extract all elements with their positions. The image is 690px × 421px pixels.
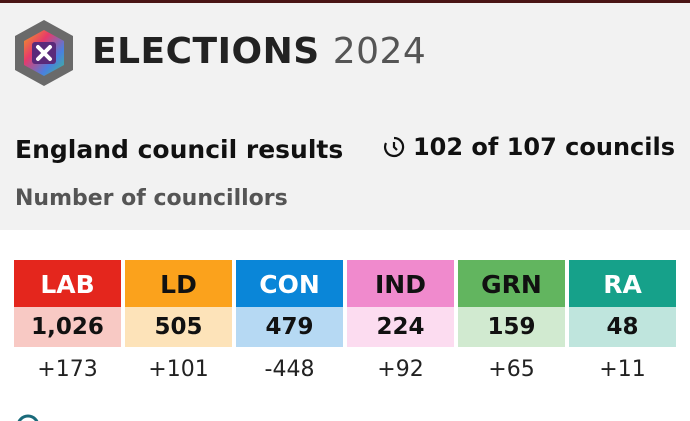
seat-count: 224 [347,307,454,347]
seat-count: 48 [569,307,676,347]
progress: 102 of 107 councils [383,133,675,161]
seat-change: +173 [37,357,98,382]
party-column: CON 479 -448 [236,260,343,391]
logo [15,20,73,86]
seat-count: 479 [236,307,343,347]
brand: ELECTIONS 2024 [92,31,426,72]
party-name: CON [236,260,343,307]
seat-count: 505 [125,307,232,347]
party-column: RA 48 +11 [569,260,676,391]
seat-change: +65 [488,357,535,382]
party-name: GRN [458,260,565,307]
seat-change: +92 [377,357,424,382]
subtitle: Number of councillors [15,186,288,211]
party-name: LD [125,260,232,307]
party-column: IND 224 +92 [347,260,454,391]
seat-change: +101 [148,357,209,382]
party-name: IND [347,260,454,307]
partial-icon [17,414,39,421]
seat-change: +11 [599,357,646,382]
party-name: RA [569,260,676,307]
seat-count: 159 [458,307,565,347]
party-column: LD 505 +101 [125,260,232,391]
party-name: LAB [14,260,121,307]
brand-name: ELECTIONS [92,31,320,72]
progress-text: 102 of 107 councils [412,133,675,161]
seat-change: -448 [264,357,315,382]
top-bar [0,0,690,3]
header: ELECTIONS 2024 England council results 1… [0,3,690,230]
clock-icon [383,136,405,158]
party-results: LAB 1,026 +173 LD 505 +101 CON 479 -448 IND 224 +92… [14,260,676,391]
party-column: LAB 1,026 +173 [14,260,121,391]
party-column: GRN 159 +65 [458,260,565,391]
seat-count: 1,026 [14,307,121,347]
section-title: England council results [15,135,344,164]
brand-year: 2024 [332,31,427,72]
